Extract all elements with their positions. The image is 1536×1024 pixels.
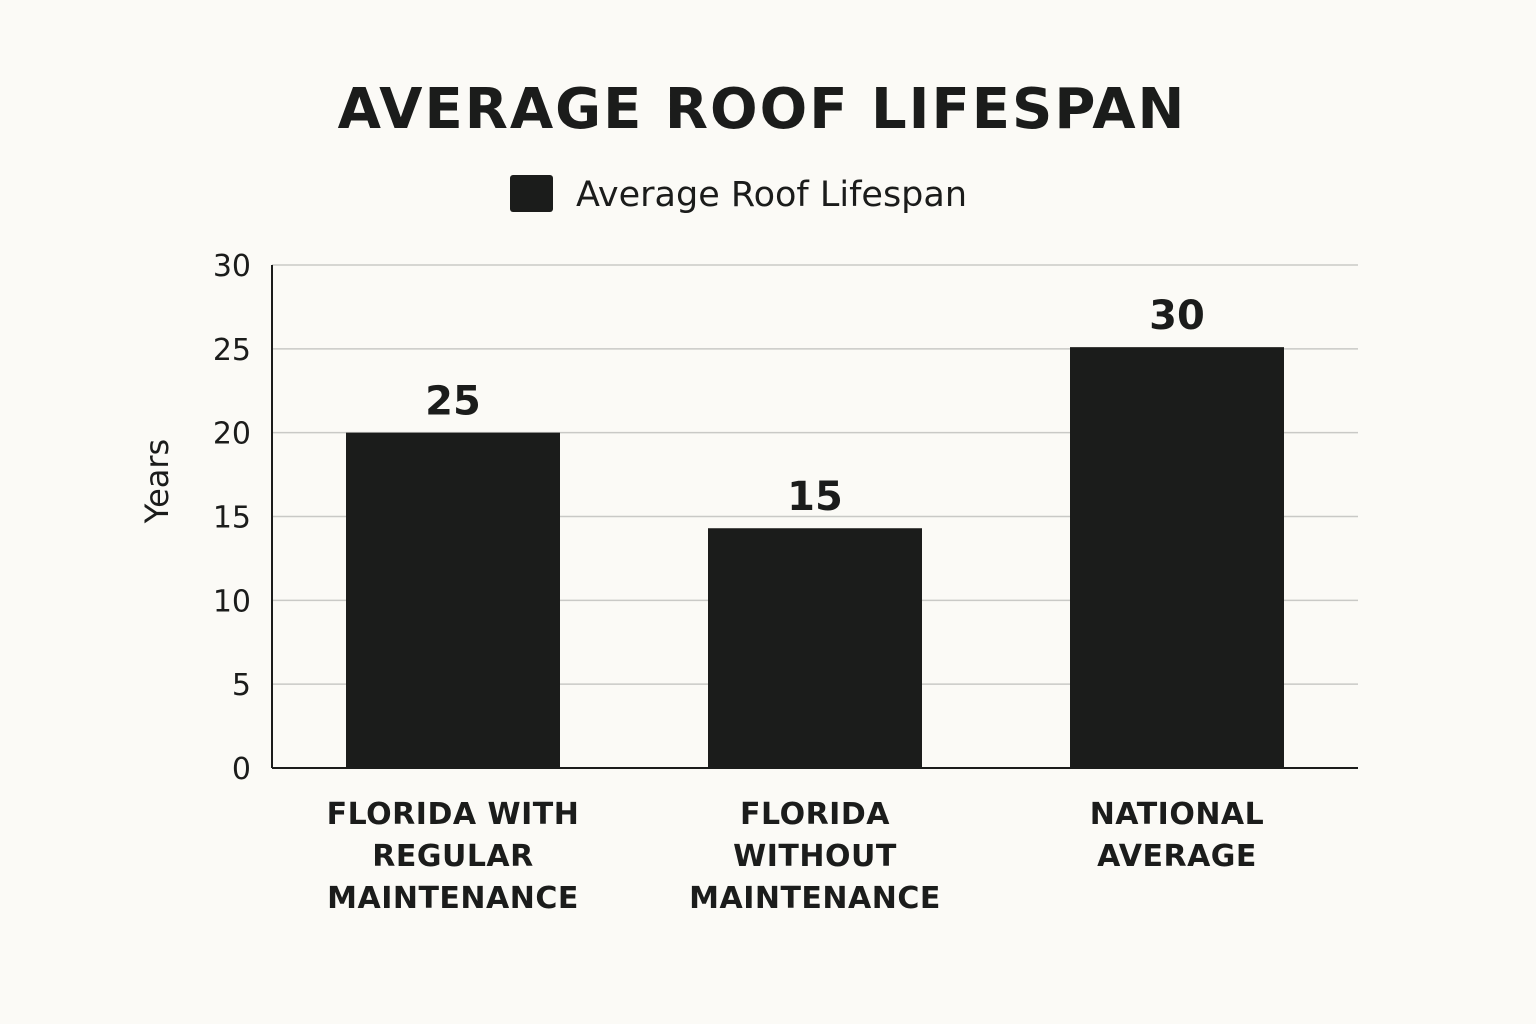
y-axis-ticks: 0 5 10 15 20 25 30 <box>213 249 251 787</box>
y-tick-label: 0 <box>232 752 251 787</box>
bar <box>1070 347 1284 768</box>
legend-label: Average Roof Lifespan <box>576 175 967 215</box>
x-category-label: AVERAGE <box>1097 839 1257 874</box>
x-category-label: FLORIDA WITH <box>327 797 580 832</box>
legend-swatch <box>510 175 553 212</box>
data-label: 15 <box>787 474 843 520</box>
bar <box>708 528 922 768</box>
y-tick-label: 20 <box>213 417 251 452</box>
data-label: 25 <box>425 379 481 425</box>
x-category-label: REGULAR <box>372 839 534 874</box>
x-category-label: MAINTENANCE <box>327 881 579 916</box>
y-tick-label: 5 <box>232 668 251 703</box>
bars <box>346 347 1284 768</box>
data-label: 30 <box>1149 293 1205 339</box>
x-category-label: NATIONAL <box>1090 797 1265 832</box>
bar <box>346 432 560 768</box>
y-tick-label: 25 <box>213 333 251 368</box>
category-labels: FLORIDA WITH REGULAR MAINTENANCE FLORIDA WIT… <box>327 797 1265 916</box>
y-tick-label: 15 <box>213 501 251 536</box>
y-tick-label: 30 <box>213 249 251 284</box>
y-axis-title: Years <box>138 439 176 524</box>
x-category-label: WITHOUT <box>733 839 897 874</box>
y-tick-label: 10 <box>213 584 251 619</box>
data-labels: 25 15 30 <box>425 293 1205 520</box>
legend: Average Roof Lifespan <box>510 175 967 215</box>
chart-title: AVERAGE ROOF LIFESPAN <box>338 77 1187 142</box>
x-category-label: MAINTENANCE <box>689 881 941 916</box>
x-category-label: FLORIDA <box>740 797 890 832</box>
